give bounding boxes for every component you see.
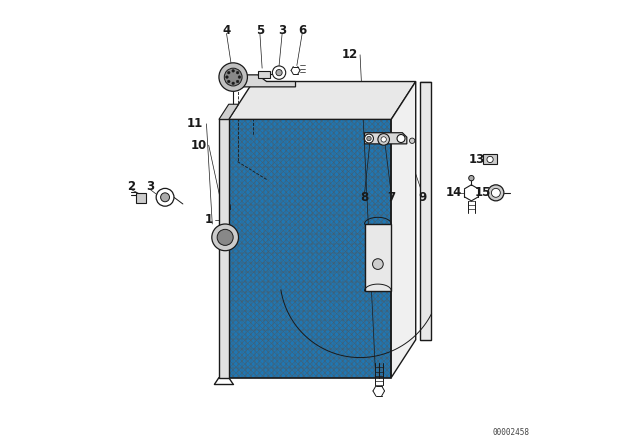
Circle shape xyxy=(276,69,282,76)
Circle shape xyxy=(488,185,504,201)
Circle shape xyxy=(232,82,234,85)
Circle shape xyxy=(219,63,248,91)
Circle shape xyxy=(224,68,242,86)
Polygon shape xyxy=(237,75,296,87)
Circle shape xyxy=(156,188,174,206)
Circle shape xyxy=(226,76,228,78)
Circle shape xyxy=(161,193,170,202)
Circle shape xyxy=(227,80,230,83)
Circle shape xyxy=(381,137,387,142)
Text: 8: 8 xyxy=(360,191,369,204)
Bar xyxy=(228,119,391,378)
Bar xyxy=(420,82,431,340)
Text: 3: 3 xyxy=(278,24,286,37)
Circle shape xyxy=(273,66,285,79)
Text: 11: 11 xyxy=(186,117,203,130)
Bar xyxy=(365,224,391,291)
Text: 5: 5 xyxy=(256,24,264,37)
Text: 3: 3 xyxy=(146,180,154,193)
Text: 2: 2 xyxy=(127,180,135,193)
Bar xyxy=(228,119,391,378)
Circle shape xyxy=(372,259,383,269)
Text: 9: 9 xyxy=(419,191,426,204)
Circle shape xyxy=(227,71,230,74)
Text: 14: 14 xyxy=(445,186,461,199)
Polygon shape xyxy=(219,104,239,119)
Text: 00002458: 00002458 xyxy=(492,428,529,437)
Circle shape xyxy=(232,69,234,72)
Text: 10: 10 xyxy=(191,139,207,152)
Bar xyxy=(483,154,497,164)
Circle shape xyxy=(367,136,371,141)
Polygon shape xyxy=(365,133,407,144)
Text: 6: 6 xyxy=(298,24,307,37)
Circle shape xyxy=(217,229,233,246)
Circle shape xyxy=(492,188,500,197)
Bar xyxy=(219,119,228,378)
Bar xyxy=(136,193,146,203)
Circle shape xyxy=(410,138,415,143)
Circle shape xyxy=(238,76,241,78)
Circle shape xyxy=(236,80,239,83)
Circle shape xyxy=(212,224,239,251)
Circle shape xyxy=(397,134,405,142)
Circle shape xyxy=(365,134,373,143)
Bar xyxy=(258,71,270,78)
Text: 7: 7 xyxy=(387,191,396,204)
Text: 1: 1 xyxy=(205,213,212,226)
Circle shape xyxy=(236,71,239,74)
Text: 13: 13 xyxy=(469,153,485,166)
Circle shape xyxy=(487,156,493,163)
Polygon shape xyxy=(228,82,416,119)
Text: 12: 12 xyxy=(342,48,358,61)
Polygon shape xyxy=(391,82,416,378)
Circle shape xyxy=(468,176,474,181)
Circle shape xyxy=(378,134,390,145)
Text: 15: 15 xyxy=(474,186,491,199)
Text: 4: 4 xyxy=(222,24,230,37)
